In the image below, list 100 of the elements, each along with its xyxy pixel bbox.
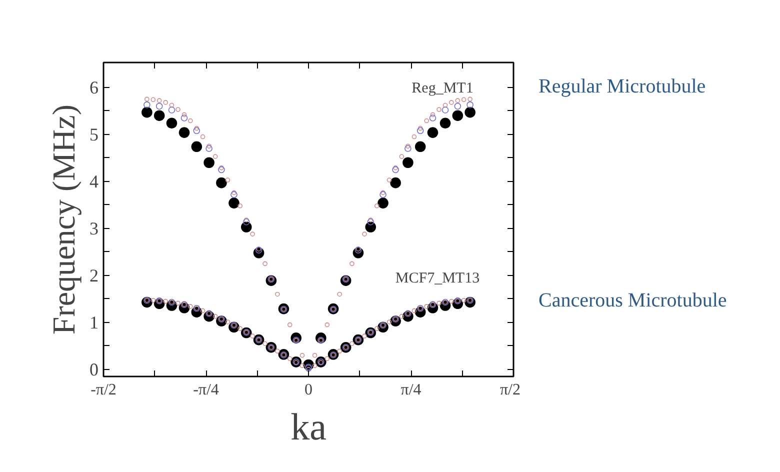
point xyxy=(163,100,168,105)
point xyxy=(380,191,386,198)
point xyxy=(144,101,150,108)
point xyxy=(169,102,174,108)
point xyxy=(430,112,436,118)
point xyxy=(418,126,423,131)
point xyxy=(380,190,386,196)
point xyxy=(225,178,230,182)
point xyxy=(176,107,180,112)
point xyxy=(150,298,156,303)
point xyxy=(436,107,442,112)
point xyxy=(362,232,367,236)
point xyxy=(275,348,280,354)
point xyxy=(455,98,460,103)
point xyxy=(166,118,178,129)
y-tick-label: 0 xyxy=(90,359,98,380)
y-axis-title: Frequency (MHz) xyxy=(46,104,82,335)
annotation: Reg_MT1 xyxy=(412,80,474,96)
point xyxy=(368,218,374,222)
x-tick-label: 0 xyxy=(304,382,312,398)
point xyxy=(406,144,410,149)
point xyxy=(429,114,436,122)
point xyxy=(464,106,476,118)
point xyxy=(454,102,462,110)
point xyxy=(461,298,466,303)
point xyxy=(324,322,330,328)
point xyxy=(188,118,193,124)
point xyxy=(163,298,168,304)
point xyxy=(424,118,430,124)
point xyxy=(142,106,152,118)
point xyxy=(386,178,392,182)
point xyxy=(287,356,292,362)
point xyxy=(442,102,448,108)
point xyxy=(238,326,243,331)
point xyxy=(399,154,404,159)
point xyxy=(404,145,412,152)
point xyxy=(244,218,249,222)
point xyxy=(324,356,330,362)
point xyxy=(216,177,227,188)
point xyxy=(300,363,305,368)
point xyxy=(232,190,236,196)
point xyxy=(144,96,150,102)
point xyxy=(399,314,404,319)
point xyxy=(378,198,388,208)
point xyxy=(150,97,156,102)
point xyxy=(228,198,240,208)
point xyxy=(194,126,200,131)
y-tick-label: 4 xyxy=(90,171,98,192)
point xyxy=(212,154,218,159)
point xyxy=(200,134,206,140)
point xyxy=(440,118,451,129)
x-tick-label: π/4 xyxy=(400,382,422,398)
x-tick-label: -π/2 xyxy=(90,382,116,398)
point xyxy=(402,157,414,168)
point xyxy=(427,127,438,138)
point xyxy=(250,232,255,236)
point xyxy=(193,127,200,134)
point xyxy=(212,314,218,319)
point xyxy=(242,218,250,226)
point xyxy=(312,352,318,358)
point xyxy=(275,292,280,297)
point xyxy=(287,322,292,328)
point xyxy=(300,352,305,358)
x-axis-title: ka xyxy=(290,406,327,448)
y-tick-label: 6 xyxy=(90,77,98,98)
point xyxy=(238,203,243,208)
annotation: MCF7_MT13 xyxy=(395,270,480,286)
point xyxy=(449,298,454,304)
point xyxy=(188,304,193,309)
point xyxy=(191,141,202,152)
point xyxy=(225,320,230,324)
point xyxy=(176,300,180,306)
point xyxy=(466,101,474,108)
y-tick-label: 5 xyxy=(90,124,98,144)
point xyxy=(262,261,268,266)
point xyxy=(182,112,187,118)
point xyxy=(262,341,268,346)
point xyxy=(390,177,401,188)
point xyxy=(337,348,342,354)
point xyxy=(449,100,454,105)
point xyxy=(156,98,162,103)
point xyxy=(412,308,417,314)
point xyxy=(414,141,426,152)
point xyxy=(374,326,380,331)
point xyxy=(436,300,442,306)
point xyxy=(156,102,163,110)
point xyxy=(367,218,374,226)
x-tick-label: -π/4 xyxy=(193,382,219,398)
y-tick-label: 2 xyxy=(90,265,98,286)
point xyxy=(392,166,399,174)
point xyxy=(154,110,165,122)
text: Regular Microtubule xyxy=(538,76,706,98)
point xyxy=(337,292,342,297)
point xyxy=(204,157,214,168)
point xyxy=(412,134,417,140)
point xyxy=(386,320,392,324)
point xyxy=(206,145,212,152)
point xyxy=(180,114,188,122)
point xyxy=(393,165,398,170)
point xyxy=(442,106,449,114)
